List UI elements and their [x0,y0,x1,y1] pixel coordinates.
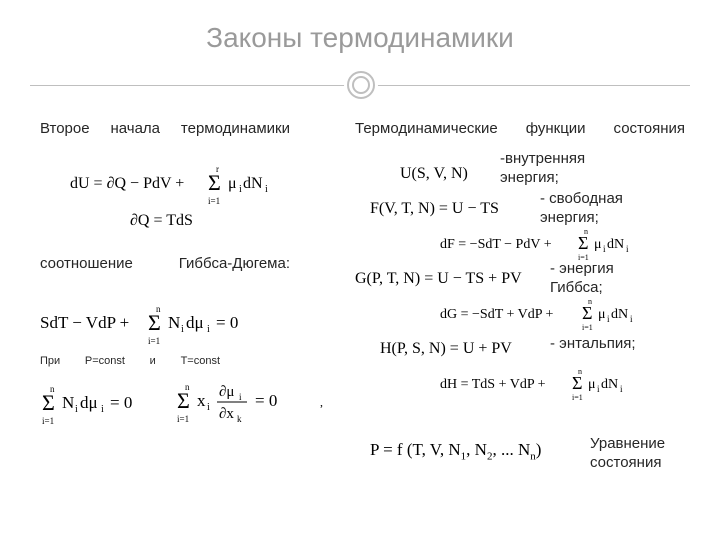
svg-text:Σ: Σ [572,373,582,393]
formula-icon: SdT − VdP + n Σ i=1 N i dμ i = 0 [40,300,280,346]
svg-text:i: i [207,402,210,413]
svg-text:i=1: i=1 [148,336,160,346]
label-eos: Уравнение состояния [590,435,700,473]
svg-text:dF = −SdT − PdV +: dF = −SdT − PdV + [440,237,552,252]
eq-U: U(S, V, N) [400,165,468,183]
svg-text:Σ: Σ [208,170,221,195]
svg-text:i: i [207,324,210,335]
svg-text:Σ: Σ [582,303,592,323]
comma: , [320,395,323,410]
eq-P: P = f (T, V, N1, N2, ... Nn) [370,440,541,462]
svg-text:i: i [597,384,600,394]
eq-dU: dU = ∂Q − PdV + r Σ i=1 μ i dN i [70,160,290,211]
state-functions-heading: Термодинамические функции состояния [355,120,685,139]
svg-text:= 0: = 0 [255,391,277,410]
svg-text:i: i [607,314,610,324]
svg-text:dμ: dμ [186,313,204,332]
svg-text:x: x [197,391,206,410]
svg-text:dH = TdS + VdP +: dH = TdS + VdP + [440,377,546,392]
svg-text:μ: μ [228,175,237,192]
svg-text:i=1: i=1 [177,414,189,424]
svg-text:i=1: i=1 [208,196,220,206]
svg-text:Σ: Σ [148,310,161,335]
svg-text:dN: dN [601,377,618,392]
eq-dH: dH = TdS + VdP + n Σ i=1 μ i dN i [440,364,680,407]
svg-text:dN: dN [611,307,628,322]
label-enthalpy: - энтальпия; [550,335,670,354]
svg-text:dN: dN [607,237,624,252]
svg-text:N: N [62,393,74,412]
svg-text:i: i [101,404,104,415]
eq-dQ: ∂Q = TdS [130,212,193,230]
svg-text:i: i [239,392,242,402]
svg-text:i: i [181,324,184,335]
ring-icon [344,68,378,102]
svg-text:= 0: = 0 [216,313,238,332]
svg-text:k: k [237,414,242,424]
svg-text:SdT − VdP +: SdT − VdP + [40,313,129,332]
formula-icon: dF = −SdT − PdV + n Σ i=1 μ i dN i [440,224,680,262]
svg-text:∂x: ∂x [219,406,234,422]
second-law-heading: Второе начала термодинамики [40,120,290,139]
svg-text:i: i [265,184,268,195]
svg-text:Σ: Σ [42,390,55,415]
formula-icon: dU = ∂Q − PdV + r Σ i=1 μ i dN i [70,160,290,206]
svg-text:dμ: dμ [80,393,98,412]
svg-text:i=1: i=1 [572,393,583,402]
svg-text:i: i [75,404,78,415]
svg-text:N: N [168,313,180,332]
svg-text:μ: μ [588,377,596,392]
svg-text:i: i [620,384,623,394]
svg-text:μ: μ [594,237,602,252]
svg-text:i=1: i=1 [42,416,54,426]
eq-const-2: n Σ i=1 x i ∂μ i ∂x k = 0 [175,378,325,433]
slide-title: Законы термодинамики [0,22,720,54]
slide: Законы термодинамики Второе начала термо… [0,0,720,540]
svg-text:dN: dN [243,175,263,192]
formula-icon: n Σ i=1 N i dμ i = 0 [40,380,160,426]
pt-const-label: При P=const и T=const [40,355,220,368]
svg-text:∂μ: ∂μ [219,384,234,400]
svg-text:i: i [630,314,633,324]
svg-text:μ: μ [598,307,606,322]
svg-text:i: i [626,244,629,254]
eq-H: H(P, S, N) = U + PV [380,340,512,358]
eq-dG: dG = −SdT + VdP + n Σ i=1 μ i dN i [440,294,680,337]
formula-icon: dG = −SdT + VdP + n Σ i=1 μ i dN i [440,294,680,332]
svg-text:dG = −SdT + VdP +: dG = −SdT + VdP + [440,307,554,322]
label-free-energy: - свободная энергия; [540,190,660,228]
eq-G: G(P, T, N) = U − TS + PV [355,270,522,288]
label-gibbs-energy: - энергия Гиббса; [550,260,670,298]
svg-text:Σ: Σ [578,233,588,253]
svg-text:i=1: i=1 [582,323,593,332]
formula-icon: n Σ i=1 x i ∂μ i ∂x k = 0 [175,378,325,428]
eq-const-1: n Σ i=1 N i dμ i = 0 [40,380,160,431]
label-internal-energy: -внутренняя энергия; [500,150,630,188]
formula-icon: dH = TdS + VdP + n Σ i=1 μ i dN i [440,364,680,402]
svg-text:= 0: = 0 [110,393,132,412]
gibbs-duhem-heading: соотношение Гиббса-Дюгема: [40,255,290,274]
svg-text:Σ: Σ [177,388,190,413]
svg-text:i: i [239,184,242,195]
eq-gibbs-duhem: SdT − VdP + n Σ i=1 N i dμ i = 0 [40,300,280,351]
svg-text:i: i [603,244,606,254]
svg-text:dU = ∂Q − PdV +: dU = ∂Q − PdV + [70,175,184,192]
eq-F: F(V, T, N) = U − TS [370,200,499,218]
